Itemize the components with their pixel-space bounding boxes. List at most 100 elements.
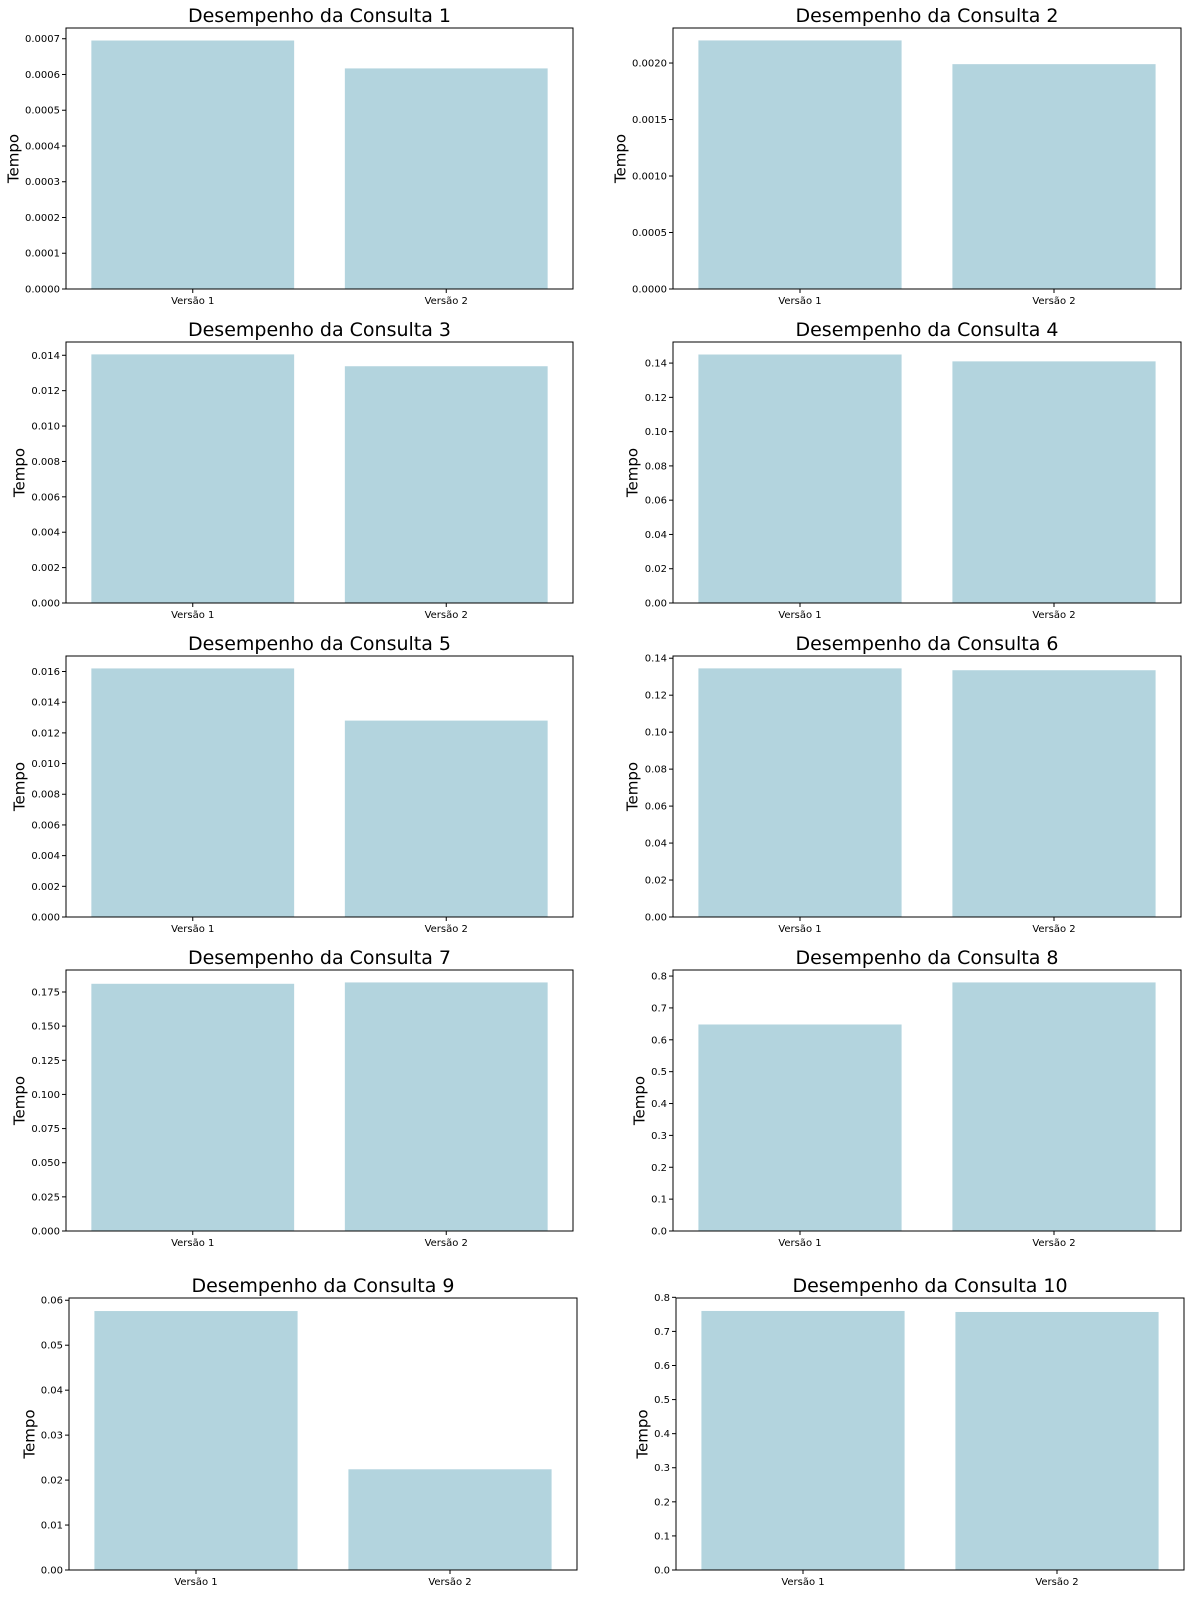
- x-tick-label: Versão 2: [428, 1577, 471, 1588]
- y-tick-label: 0.0002: [25, 213, 60, 224]
- y-tick-label: 0.14: [645, 359, 667, 370]
- plot-frame: [672, 655, 1182, 918]
- y-tick-label: 0.016: [31, 667, 60, 678]
- y-tick-label: 0.0003: [25, 177, 60, 188]
- chart-panel-2: Versão 1 Versão 2 0.0000 0.0005 0.0010 0.0015…: [612, 5, 1182, 307]
- y-tick-label: 0.100: [31, 1090, 60, 1101]
- y-tick-label: 0.150: [31, 1022, 60, 1033]
- y-axis-label: Tempo: [634, 1409, 652, 1459]
- y-axis-label: Tempo: [631, 1076, 649, 1126]
- y-tick-label: 0.02: [645, 876, 667, 887]
- x-tick-label: Versão 1: [171, 924, 214, 935]
- y-tick-label: 0.050: [31, 1158, 60, 1169]
- chart-title: Desempenho da Consulta 5: [188, 633, 451, 655]
- y-tick-label: 0.004: [31, 851, 60, 862]
- y-tick-label: 0.3: [654, 1463, 670, 1474]
- y-tick-label: 0.12: [645, 393, 667, 404]
- y-tick-label: 0.0007: [25, 34, 60, 45]
- x-tick-label: Versão 2: [425, 296, 468, 307]
- y-tick-label: 0.06: [41, 1296, 63, 1307]
- y-tick-label: 0.04: [645, 839, 667, 850]
- bar-2: [344, 982, 548, 1231]
- bar-2: [952, 670, 1156, 917]
- chart-title: Desempenho da Consulta 10: [792, 1275, 1067, 1297]
- y-tick-label: 0.6: [654, 1361, 670, 1372]
- y-tick-label: 0.10: [645, 728, 667, 739]
- chart-title: Desempenho da Consulta 4: [795, 319, 1058, 341]
- y-tick-label: 0.0006: [25, 70, 60, 81]
- bar-1: [698, 354, 902, 603]
- y-tick-label: 0.010: [31, 422, 60, 433]
- x-tick-label: Versão 2: [1032, 1238, 1075, 1249]
- y-tick-label: 0.006: [31, 492, 60, 503]
- y-axis-label: Tempo: [21, 1409, 39, 1459]
- y-tick-label: 0.002: [31, 563, 60, 574]
- bar-1: [91, 668, 295, 917]
- y-tick-label: 0.5: [654, 1395, 670, 1406]
- y-tick-label: 0.8: [651, 972, 667, 983]
- y-tick-label: 0.00: [645, 913, 667, 924]
- x-tick-label: Versão 1: [778, 610, 821, 621]
- y-tick-label: 0.0020: [632, 59, 667, 70]
- y-axis-label: Tempo: [5, 134, 23, 184]
- bar-1: [91, 983, 295, 1231]
- y-tick-label: 0.008: [31, 457, 60, 468]
- x-tick-label: Versão 1: [174, 1577, 217, 1588]
- plot-frame: [672, 341, 1182, 604]
- y-tick-label: 0.12: [645, 691, 667, 702]
- bar-2: [952, 64, 1156, 289]
- y-axis-label: Tempo: [11, 762, 29, 812]
- chart-panel-1: Versão 1 Versão 2 0.0000 0.0001 0.0002 0.0003…: [5, 5, 574, 307]
- y-tick-label: 0.008: [31, 790, 60, 801]
- x-tick-label: Versão 2: [425, 610, 468, 621]
- y-tick-label: 0.002: [31, 882, 60, 893]
- y-tick-label: 0.02: [41, 1476, 63, 1487]
- chart-title: Desempenho da Consulta 3: [188, 319, 451, 341]
- chart-panel-7: Versão 1 Versão 2 0.000 0.025 0.050 0.075 0.10…: [11, 947, 574, 1249]
- y-axis-label: Tempo: [624, 762, 642, 812]
- y-tick-label: 0.000: [31, 913, 60, 924]
- y-tick-label: 0.08: [645, 461, 667, 472]
- y-tick-label: 0.1: [651, 1195, 667, 1206]
- y-tick-label: 0.012: [31, 728, 60, 739]
- y-tick-label: 0.05: [41, 1341, 63, 1352]
- y-tick-label: 0.2: [654, 1497, 670, 1508]
- x-tick-label: Versão 2: [1032, 924, 1075, 935]
- y-tick-label: 0.004: [31, 528, 60, 539]
- bar-2: [348, 1469, 552, 1570]
- plot-frame: [65, 27, 574, 290]
- y-tick-label: 0.04: [41, 1386, 63, 1397]
- plot-frame: [65, 969, 574, 1232]
- bar-2: [344, 366, 548, 603]
- y-tick-label: 0.4: [651, 1099, 667, 1110]
- y-axis-label: Tempo: [11, 448, 29, 498]
- x-tick-label: Versão 1: [778, 1238, 821, 1249]
- bar-2: [952, 361, 1156, 603]
- y-tick-label: 0.7: [654, 1327, 670, 1338]
- x-tick-label: Versão 2: [1032, 610, 1075, 621]
- y-tick-label: 0.0: [651, 1227, 667, 1238]
- bar-1: [94, 1311, 298, 1570]
- y-tick-label: 0.5: [651, 1067, 667, 1078]
- y-tick-label: 0.014: [31, 698, 60, 709]
- y-tick-label: 0.00: [645, 599, 667, 610]
- chart-title: Desempenho da Consulta 8: [795, 947, 1058, 969]
- bar-2: [344, 720, 548, 917]
- y-tick-label: 0.0010: [632, 172, 667, 183]
- y-tick-label: 0.0001: [25, 249, 60, 260]
- y-tick-label: 0.012: [31, 386, 60, 397]
- y-tick-label: 0.0005: [25, 106, 60, 117]
- bar-2: [955, 1311, 1159, 1570]
- y-axis-label: Tempo: [624, 448, 642, 498]
- x-tick-label: Versão 1: [778, 296, 821, 307]
- y-tick-label: 0.000: [31, 1227, 60, 1238]
- y-axis-label: Tempo: [612, 134, 630, 184]
- x-tick-label: Versão 1: [171, 1238, 214, 1249]
- y-tick-label: 0.7: [651, 1003, 667, 1014]
- y-tick-label: 0.1: [654, 1531, 670, 1542]
- chart-panel-3: Versão 1 Versão 2 0.000 0.002 0.004 0.006 0.00…: [11, 319, 574, 621]
- y-axis-label: Tempo: [11, 1076, 29, 1126]
- y-tick-label: 0.02: [645, 564, 667, 575]
